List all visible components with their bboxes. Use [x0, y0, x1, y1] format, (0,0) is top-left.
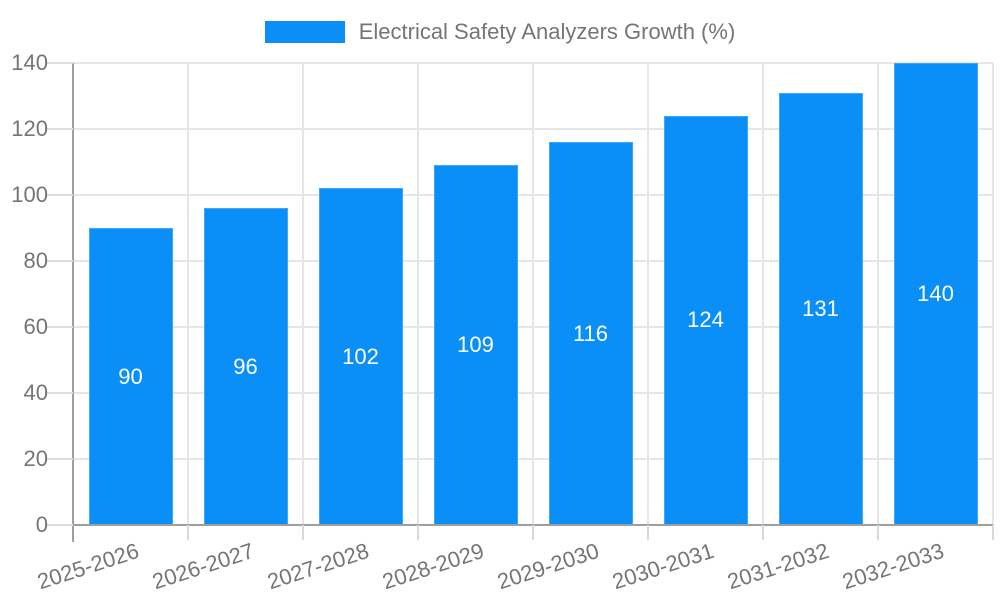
x-tick-label: 2028-2029: [379, 538, 488, 595]
y-tick-mark: [47, 458, 73, 460]
bar-value-label: 140: [917, 281, 954, 306]
y-tick-mark: [47, 62, 73, 64]
y-tick-label: 20: [23, 446, 48, 471]
x-tick-mark: [762, 525, 764, 540]
x-tick-label: 2026-2027: [149, 538, 258, 595]
x-tick-mark: [302, 525, 304, 540]
y-tick-mark: [47, 128, 73, 130]
y-tick-mark: [47, 392, 73, 394]
y-tick-label: 60: [23, 314, 48, 339]
x-tick-mark: [532, 525, 534, 540]
bar-value-label: 124: [687, 307, 724, 333]
legend-label: Electrical Safety Analyzers Growth (%): [358, 19, 736, 44]
bar: [203, 208, 288, 525]
v-gridline: [992, 63, 994, 525]
x-tick-mark: [187, 525, 189, 540]
bar: [548, 142, 633, 525]
x-tick-label: 2027-2028: [264, 538, 373, 595]
x-tick-label: 2029-2030: [494, 538, 603, 595]
v-gridline: [187, 63, 189, 525]
bar-value-label: 90: [118, 363, 143, 389]
y-tick-label: 0: [35, 512, 48, 537]
x-tick-mark: [417, 525, 419, 540]
x-tick-label: 2025-2026: [34, 538, 143, 595]
bar: [433, 165, 518, 525]
x-tick-label: 2030-2031: [609, 538, 718, 595]
bar-value-label: 131: [802, 295, 839, 321]
v-gridline: [877, 63, 879, 525]
v-gridline: [532, 63, 534, 525]
x-tick-label: 2031-2032: [724, 538, 833, 595]
bar-value-label: 109: [457, 332, 494, 358]
bar: [318, 188, 403, 525]
y-axis-line: [72, 63, 74, 542]
y-tick-mark: [47, 194, 73, 196]
v-gridline: [647, 63, 649, 525]
legend: Electrical Safety Analyzers Growth (%): [0, 19, 1000, 45]
y-tick-label: 40: [23, 380, 48, 405]
y-tick-label: 80: [23, 248, 48, 273]
y-tick-mark: [47, 260, 73, 262]
bar-value-label: 96: [233, 353, 258, 379]
y-tick-mark: [47, 326, 73, 328]
x-tick-label: 2032-2033: [839, 538, 948, 595]
x-tick-mark: [992, 525, 994, 540]
bar: [663, 115, 748, 525]
legend-swatch: [264, 21, 345, 43]
y-tick-label: 100: [11, 182, 48, 207]
bar-value-label: 116: [572, 320, 609, 346]
v-gridline: [302, 63, 304, 525]
bar-value-label: 102: [342, 343, 379, 369]
bar: [88, 228, 173, 525]
bar: [778, 92, 863, 525]
y-tick-mark: [47, 524, 73, 526]
v-gridline: [762, 63, 764, 525]
y-tick-label: 120: [11, 116, 48, 141]
v-gridline: [417, 63, 419, 525]
x-tick-mark: [647, 525, 649, 540]
y-tick-label: 140: [11, 50, 48, 75]
bar: [893, 63, 978, 525]
x-tick-mark: [877, 525, 879, 540]
